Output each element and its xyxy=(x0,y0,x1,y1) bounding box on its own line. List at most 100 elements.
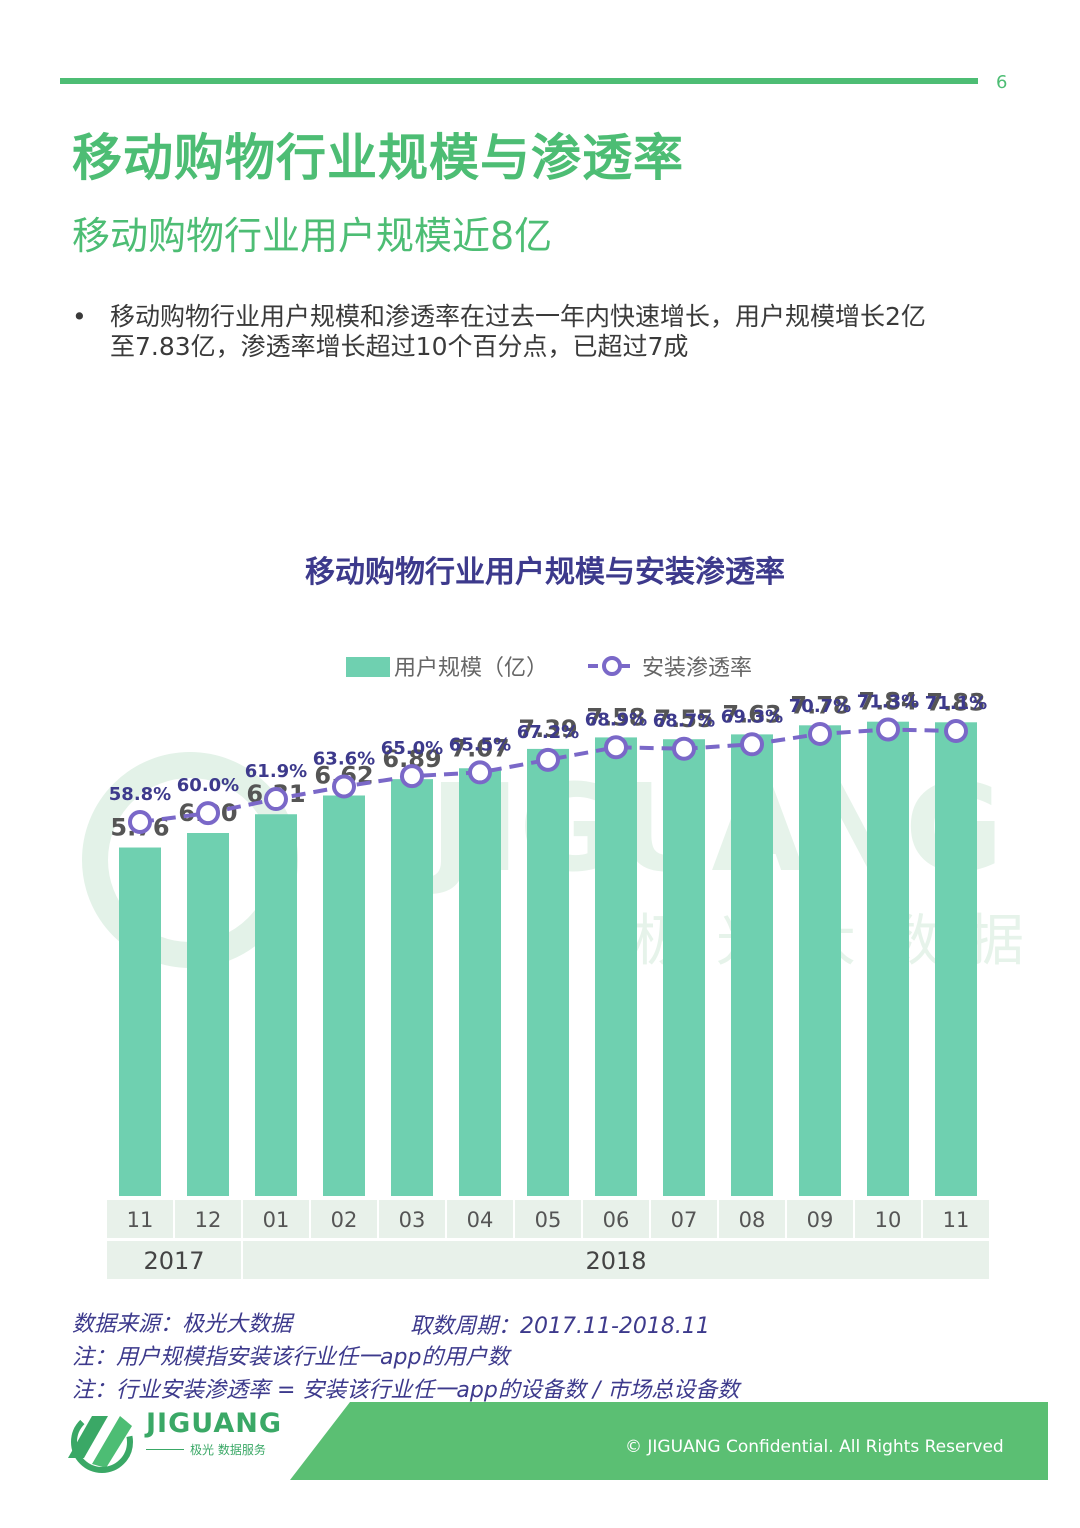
line-point xyxy=(740,732,764,757)
line-value-label: 70.7% xyxy=(789,696,851,717)
month-label: 02 xyxy=(331,1208,358,1232)
footer-band xyxy=(290,1402,1048,1480)
line-point xyxy=(876,717,900,742)
bar-value-label: 7.63 xyxy=(722,700,781,728)
bar xyxy=(255,814,297,1196)
month-label: 11 xyxy=(943,1208,970,1232)
line-point xyxy=(264,787,288,812)
line-value-label: 71.1% xyxy=(925,693,987,714)
month-cell xyxy=(719,1200,785,1238)
line-value-label: 63.6% xyxy=(313,748,375,769)
note-1: 注：用户规模指安装该行业任一app的用户数 xyxy=(72,1345,510,1370)
month-label: 06 xyxy=(603,1208,630,1232)
month-cell xyxy=(855,1200,921,1238)
month-cell xyxy=(243,1200,309,1238)
line-value-label: 58.8% xyxy=(109,784,171,805)
month-label: 07 xyxy=(671,1208,698,1232)
line-point xyxy=(196,801,220,826)
bar xyxy=(799,725,841,1196)
month-cell xyxy=(515,1200,581,1238)
bar xyxy=(323,795,365,1196)
line-point xyxy=(400,764,424,789)
bar-value-label: 7.78 xyxy=(790,691,849,719)
bar xyxy=(595,737,637,1196)
bar xyxy=(867,721,909,1196)
line-point xyxy=(808,721,832,746)
line-value-label: 71.3% xyxy=(857,692,919,713)
logo-name: JIGUANG xyxy=(146,1408,283,1439)
month-label: 11 xyxy=(127,1208,154,1232)
legend-line-marker xyxy=(602,656,622,676)
month-cell xyxy=(787,1200,853,1238)
year-cell xyxy=(107,1241,241,1279)
bar-value-label: 7.39 xyxy=(518,715,577,743)
page-number: 6 xyxy=(996,72,1008,93)
period-text: 取数周期：2017.11-2018.11 xyxy=(410,1314,710,1339)
month-cell xyxy=(651,1200,717,1238)
month-cell xyxy=(175,1200,241,1238)
month-label: 09 xyxy=(807,1208,834,1232)
year-cell xyxy=(243,1241,989,1279)
bar-value-label: 7.55 xyxy=(654,705,713,733)
line-value-label: 61.9% xyxy=(245,761,307,782)
legend-line-label: 安装渗透率 xyxy=(642,656,752,681)
page-title: 移动购物行业规模与渗透率 xyxy=(72,129,684,187)
month-label: 12 xyxy=(195,1208,222,1232)
top-rule xyxy=(60,78,978,84)
line-point xyxy=(128,810,152,834)
bullet-line-1: 移动购物行业用户规模和渗透率在过去一年内快速增长，用户规模增长2亿 xyxy=(110,302,926,331)
month-cell xyxy=(379,1200,445,1238)
jiguang-logo-icon xyxy=(68,1411,133,1473)
month-label: 04 xyxy=(467,1208,494,1232)
month-cell xyxy=(311,1200,377,1238)
month-cell xyxy=(923,1200,989,1238)
line-value-label: 60.0% xyxy=(177,775,239,796)
line-value-label: 65.5% xyxy=(449,734,511,755)
line-point xyxy=(944,718,968,743)
bullet-text: 移动购物行业用户规模和渗透率在过去一年内快速增长，用户规模增长2亿 至7.83亿… xyxy=(110,302,1010,362)
bar xyxy=(391,779,433,1196)
year-label: 2017 xyxy=(143,1247,204,1275)
logo-subtitle: 极光 数据服务 xyxy=(190,1443,266,1457)
month-label: 01 xyxy=(263,1208,290,1232)
month-label: 10 xyxy=(875,1208,902,1232)
line-point xyxy=(536,747,560,772)
month-label: 08 xyxy=(739,1208,766,1232)
bar-value-label: 7.84 xyxy=(858,688,917,716)
logo-divider xyxy=(146,1449,184,1450)
month-cell xyxy=(107,1200,173,1238)
month-cell xyxy=(447,1200,513,1238)
month-label: 03 xyxy=(399,1208,426,1232)
bar xyxy=(935,722,977,1196)
note-2: 注：行业安装渗透率 = 安装该行业任一app的设备数 / 市场总设备数 xyxy=(72,1378,740,1403)
watermark-name: JIGUANG xyxy=(423,760,1003,899)
line-value-label: 68.9% xyxy=(585,709,647,730)
legend-bar-swatch xyxy=(346,657,390,677)
bar xyxy=(459,768,501,1196)
bullet-marker: • xyxy=(72,302,87,331)
bar xyxy=(119,847,161,1196)
chart-title: 移动购物行业用户规模与安装渗透率 xyxy=(305,555,785,590)
line-point xyxy=(468,760,492,785)
bar xyxy=(731,734,773,1196)
bar-value-label: 7.83 xyxy=(926,688,985,716)
source-text: 数据来源：极光大数据 xyxy=(72,1312,293,1337)
bar-value-label: 7.07 xyxy=(450,734,509,762)
line-value-label: 68.7% xyxy=(653,711,715,732)
source-notes: 数据来源：极光大数据 注：用户规模指安装该行业任一app的用户数 注：行业安装渗… xyxy=(72,1308,739,1407)
copyright-text: © JIGUANG Confidential. All Rights Reser… xyxy=(625,1437,1004,1457)
legend-bar-label: 用户规模（亿） xyxy=(394,656,548,681)
bar xyxy=(527,748,569,1196)
line-point xyxy=(672,736,696,761)
bar-value-label: 7.58 xyxy=(586,703,645,731)
bullet-line-2: 至7.83亿，渗透率增长超过10个百分点，已超过7成 xyxy=(110,332,689,361)
bar xyxy=(187,833,229,1196)
page-subtitle: 移动购物行业用户规模近8亿 xyxy=(72,214,553,258)
line-value-label: 67.2% xyxy=(517,722,579,743)
month-cell xyxy=(583,1200,649,1238)
line-value-label: 65.0% xyxy=(381,738,443,759)
line-point xyxy=(604,735,628,760)
line-value-label: 69.3% xyxy=(721,706,783,727)
month-label: 05 xyxy=(535,1208,562,1232)
